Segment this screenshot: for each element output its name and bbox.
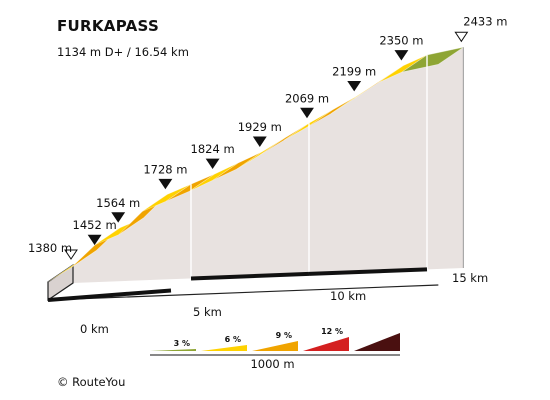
elevation-marker-15	[394, 50, 409, 61]
x-tick-label-0: 0 km	[80, 322, 109, 336]
legend-swatch-4	[303, 337, 349, 351]
base-thick-10-15	[308, 267, 428, 276]
elevation-marker-1	[64, 249, 78, 260]
routeyou-credit: © RouteYou	[57, 375, 126, 389]
elevation-label-1: 1380 m	[28, 241, 72, 255]
legend-swatch-3	[252, 341, 298, 351]
elevation-marker-2	[87, 234, 102, 246]
elevation-marker-17	[454, 31, 469, 43]
profile-start-face	[47, 263, 74, 302]
x-tick-label-5: 5 km	[193, 305, 222, 319]
legend-label-3: 9 %	[276, 331, 292, 340]
x-tick-label-15: 15 km	[452, 271, 488, 285]
elevation-label-2: 1452 m	[73, 218, 117, 232]
profile-side-wall	[73, 47, 464, 283]
elevation-marker-13	[347, 80, 362, 92]
legend-label-2: 6 %	[225, 335, 241, 344]
legend-scale-label: 1000 m	[250, 357, 294, 371]
chart-title: FURKAPASS	[57, 17, 160, 35]
elevation-label-11: 2069 m	[285, 91, 329, 105]
elevation-marker-9	[252, 136, 267, 147]
elevation-marker-3	[111, 212, 126, 223]
elevation-label-15: 2350 m	[379, 34, 423, 48]
legend-swatch-5	[354, 333, 400, 351]
elevation-label-7: 1824 m	[191, 142, 235, 156]
x-tick-label-10: 10 km	[330, 289, 366, 303]
elevation-label-3: 1564 m	[96, 196, 140, 210]
elevation-label-9: 1929 m	[238, 120, 282, 134]
elevation-label-13: 2199 m	[332, 64, 376, 78]
elevation-marker-5	[158, 178, 173, 190]
base-thick-0-5	[47, 288, 172, 302]
base-thick-5-10	[190, 271, 310, 281]
profile-base-line	[47, 284, 439, 301]
elevation-marker-7	[205, 158, 220, 169]
elevation-label-17: 2433 m	[463, 14, 507, 28]
legend-swatch-1	[150, 349, 196, 351]
elevation-label-5: 1728 m	[143, 162, 187, 176]
legend-swatch-2	[201, 345, 247, 351]
legend-label-1: 3 %	[174, 339, 190, 348]
chart-subtitle: 1134 m D+ / 16.54 km	[57, 45, 189, 59]
legend-label-4: 12 %	[321, 327, 343, 336]
elevation-marker-11	[300, 107, 314, 119]
